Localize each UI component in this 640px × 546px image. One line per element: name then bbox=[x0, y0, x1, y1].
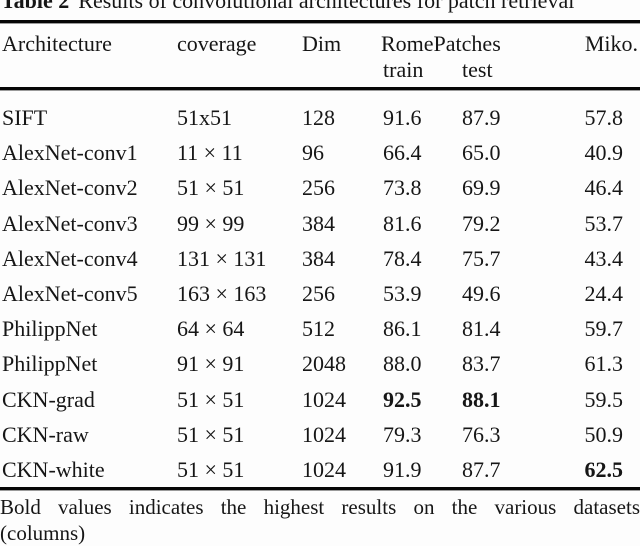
cell-coverage: 51 × 51 bbox=[177, 457, 245, 482]
cell-dim: 1024 bbox=[302, 386, 346, 412]
cell-test: 69.9 bbox=[462, 175, 501, 201]
cell-dim: 1024 bbox=[302, 421, 346, 447]
table-row: AlexNet-conv3 99 × 99 384 81.6 79.2 53.7 bbox=[0, 210, 640, 236]
table-row: CKN-white 51 × 51 1024 91.9 87.7 62.5 bbox=[0, 458, 640, 482]
cell-coverage: 99 × 99 bbox=[177, 210, 245, 236]
cell-dim: 2048 bbox=[302, 351, 346, 377]
cell-architecture: SIFT bbox=[2, 105, 48, 130]
cell-test: 87.7 bbox=[462, 457, 501, 482]
cell-coverage: 51 × 51 bbox=[177, 421, 245, 447]
cell-architecture: PhilippNet bbox=[2, 351, 98, 377]
table-row: CKN-raw 51 × 51 1024 79.3 76.3 50.9 bbox=[0, 421, 640, 447]
cell-test: 81.4 bbox=[462, 316, 501, 342]
cell-miko: 50.9 bbox=[584, 421, 624, 447]
cell-train: 88.0 bbox=[383, 351, 422, 377]
cell-architecture: AlexNet-conv3 bbox=[2, 210, 138, 236]
table-caption: Table 2 Results of convolutional architec… bbox=[1, 0, 574, 12]
cell-test: 87.9 bbox=[462, 105, 501, 130]
cell-architecture: AlexNet-conv1 bbox=[2, 140, 138, 166]
cell-train: 78.4 bbox=[383, 245, 422, 271]
cell-coverage: 131 × 131 bbox=[177, 245, 267, 271]
cell-miko: 24.4 bbox=[584, 281, 624, 306]
cell-coverage: 91 × 91 bbox=[177, 351, 245, 377]
header-rule bbox=[0, 87, 640, 90]
cell-train: 81.6 bbox=[383, 210, 422, 236]
cell-train: 66.4 bbox=[383, 140, 422, 166]
cell-train: 79.3 bbox=[383, 421, 422, 447]
cell-architecture: PhilippNet bbox=[2, 316, 98, 342]
top-rule bbox=[0, 20, 640, 23]
cell-test: 75.7 bbox=[462, 245, 501, 271]
cell-miko: 61.3 bbox=[584, 351, 624, 377]
cell-train: 73.8 bbox=[383, 175, 422, 201]
cell-test: 65.0 bbox=[462, 140, 501, 166]
cell-coverage: 163 × 163 bbox=[177, 281, 267, 306]
table-row: SIFT 51x51 128 91.6 87.9 57.8 bbox=[0, 106, 640, 130]
cell-architecture: CKN-raw bbox=[2, 421, 89, 447]
cell-test: 49.6 bbox=[462, 281, 501, 306]
column-subheader-test: test bbox=[462, 57, 493, 82]
cell-architecture: CKN-white bbox=[2, 457, 105, 482]
table-caption-label: Table 2 bbox=[1, 0, 70, 13]
table-row: AlexNet-conv2 51 × 51 256 73.8 69.9 46.4 bbox=[0, 176, 640, 200]
table-row: AlexNet-conv1 11 × 11 96 66.4 65.0 40.9 bbox=[0, 141, 640, 165]
cell-train: 91.6 bbox=[383, 105, 422, 130]
cell-miko: 43.4 bbox=[584, 245, 624, 271]
cell-architecture: CKN-grad bbox=[2, 386, 95, 412]
cell-train: 86.1 bbox=[383, 316, 422, 342]
table-row: PhilippNet 64 × 64 512 86.1 81.4 59.7 bbox=[0, 317, 640, 341]
table-footnote-line2: (columns) bbox=[0, 521, 86, 545]
table-footnote-line1: Bold values indicates the highest result… bbox=[0, 495, 640, 519]
bottom-rule bbox=[0, 487, 640, 490]
cell-dim: 1024 bbox=[302, 457, 346, 482]
cell-test: 83.7 bbox=[462, 351, 501, 377]
cell-coverage: 64 × 64 bbox=[177, 316, 245, 342]
cell-miko: 59.7 bbox=[584, 316, 624, 342]
cell-miko: 59.5 bbox=[584, 386, 624, 412]
cell-miko: 46.4 bbox=[584, 175, 624, 201]
column-header-architecture: Architecture bbox=[2, 31, 112, 56]
cell-dim: 128 bbox=[302, 105, 335, 130]
column-header-coverage: coverage bbox=[177, 31, 257, 56]
cell-train: 91.9 bbox=[383, 457, 422, 482]
cell-test: 88.1 bbox=[462, 386, 501, 412]
table-row: AlexNet-conv4 131 × 131 384 78.4 75.7 43… bbox=[0, 245, 640, 271]
column-header-miko: Miko. bbox=[584, 31, 638, 56]
cell-dim: 512 bbox=[302, 316, 335, 342]
table-row: PhilippNet 91 × 91 2048 88.0 83.7 61.3 bbox=[0, 352, 640, 376]
cell-coverage: 51x51 bbox=[177, 105, 232, 130]
cell-coverage: 51 × 51 bbox=[177, 175, 245, 201]
table-row: AlexNet-conv5 163 × 163 256 53.9 49.6 24… bbox=[0, 282, 640, 306]
cell-coverage: 11 × 11 bbox=[177, 140, 243, 166]
cell-architecture: AlexNet-conv5 bbox=[2, 281, 138, 306]
cell-train: 92.5 bbox=[383, 386, 422, 412]
cell-dim: 256 bbox=[302, 281, 335, 306]
cell-miko: 40.9 bbox=[584, 140, 624, 166]
cell-test: 79.2 bbox=[462, 210, 501, 236]
column-header-dim: Dim bbox=[302, 31, 342, 56]
cell-test: 76.3 bbox=[462, 421, 501, 447]
cell-dim: 384 bbox=[302, 210, 335, 236]
cell-miko: 57.8 bbox=[584, 105, 624, 130]
table-row: CKN-grad 51 × 51 1024 92.5 88.1 59.5 bbox=[0, 386, 640, 412]
cell-architecture: AlexNet-conv4 bbox=[2, 245, 138, 271]
cell-miko: 62.5 bbox=[584, 457, 624, 482]
column-header-romepatches: RomePatches bbox=[381, 31, 501, 56]
cell-dim: 96 bbox=[302, 140, 324, 166]
cell-train: 53.9 bbox=[383, 281, 422, 306]
cell-miko: 53.7 bbox=[584, 210, 624, 236]
cell-dim: 384 bbox=[302, 245, 335, 271]
table-caption-title: Results of convolutional architectures f… bbox=[78, 0, 575, 13]
cell-coverage: 51 × 51 bbox=[177, 386, 245, 412]
cell-architecture: AlexNet-conv2 bbox=[2, 175, 138, 201]
cell-dim: 256 bbox=[302, 175, 335, 201]
column-subheader-train: train bbox=[383, 57, 424, 82]
